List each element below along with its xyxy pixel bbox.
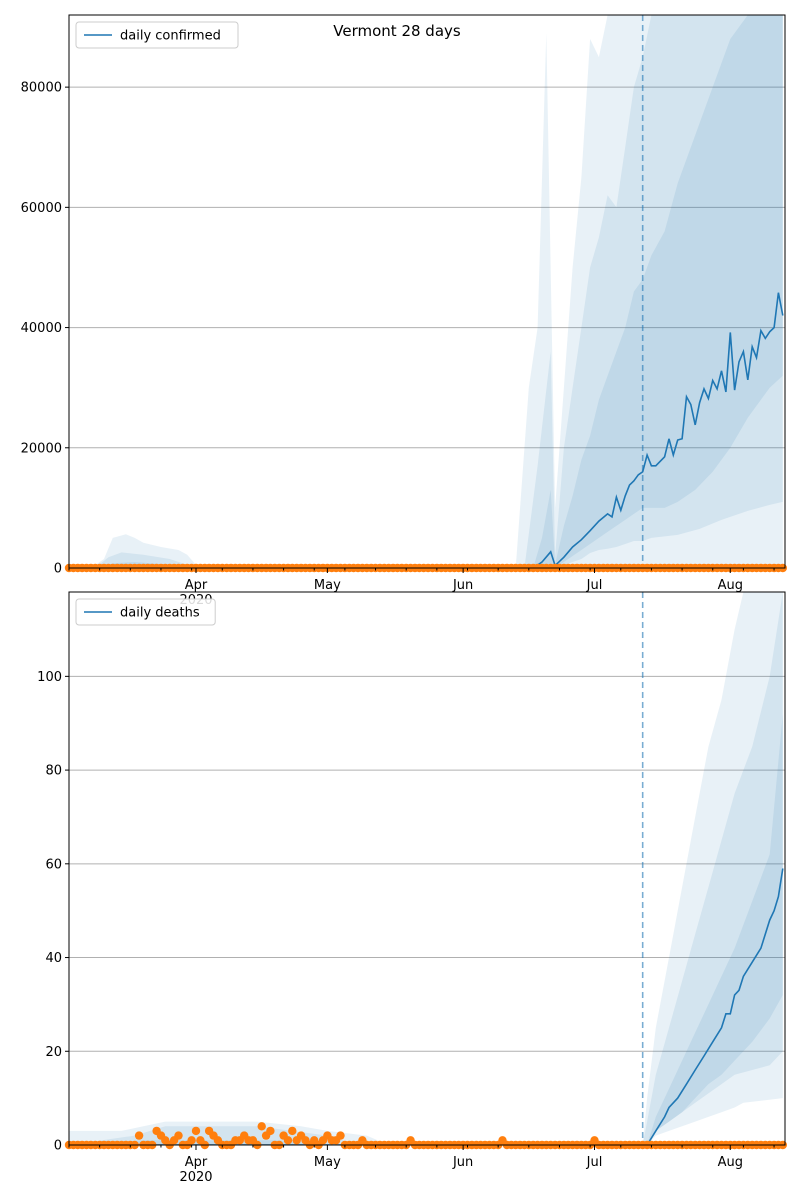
x-tick-label: Jul bbox=[586, 578, 603, 593]
axes-frame bbox=[68, 591, 786, 1146]
y-tick-label: 40000 bbox=[21, 321, 62, 336]
x-tick-label: Aug bbox=[718, 578, 743, 593]
legend-box bbox=[75, 21, 239, 49]
y-tick-label: 0 bbox=[54, 1139, 62, 1154]
y-tick-label: 0 bbox=[54, 562, 62, 577]
x-tick-label: May bbox=[314, 578, 341, 593]
plot-area bbox=[69, 592, 784, 1145]
legend: daily deaths bbox=[75, 598, 216, 626]
daily-confirmed-panel: 020000400006000080000Apr2020MayJunJulAug… bbox=[21, 14, 787, 608]
figure-title: Vermont 28 days bbox=[333, 22, 461, 40]
y-tick-label: 60 bbox=[45, 857, 62, 872]
uncertainty-band-middle bbox=[69, 15, 783, 568]
observed-point bbox=[336, 1131, 345, 1140]
legend-box bbox=[75, 598, 216, 626]
uncertainty-band-outer bbox=[69, 592, 783, 1145]
observed-point bbox=[288, 1126, 297, 1136]
uncertainty-band-middle bbox=[69, 592, 783, 1145]
x-tick-label: Apr bbox=[185, 578, 208, 593]
observed-point bbox=[187, 1136, 196, 1145]
observed-point bbox=[134, 1131, 144, 1140]
y-tick-label: 80 bbox=[45, 764, 62, 779]
y-tick-label: 60000 bbox=[21, 201, 62, 216]
observed-point bbox=[174, 1131, 183, 1140]
y-tick-label: 20 bbox=[45, 1045, 62, 1060]
x-tick-label: Jul bbox=[586, 1155, 603, 1170]
x-tick-sublabel: 2020 bbox=[179, 1170, 212, 1185]
x-tick-label: Jun bbox=[452, 578, 473, 593]
y-tick-label: 40 bbox=[45, 951, 62, 966]
uncertainty-band-inner bbox=[69, 15, 783, 568]
y-tick-label: 80000 bbox=[21, 81, 62, 96]
x-tick-label: Apr bbox=[185, 1155, 208, 1170]
legend-label: daily confirmed bbox=[120, 29, 221, 44]
axes-frame bbox=[68, 14, 786, 569]
median-line bbox=[69, 292, 784, 568]
y-tick-label: 100 bbox=[37, 670, 62, 685]
observed-point bbox=[266, 1126, 275, 1136]
uncertainty-band-outer bbox=[69, 15, 783, 568]
observed-point bbox=[191, 1126, 201, 1136]
legend-label: daily deaths bbox=[120, 606, 200, 621]
observed-point bbox=[257, 1122, 266, 1131]
x-tick-label: Jun bbox=[452, 1155, 473, 1170]
x-tick-label: Aug bbox=[718, 1155, 743, 1170]
x-tick-label: May bbox=[314, 1155, 341, 1170]
y-tick-label: 20000 bbox=[21, 441, 62, 456]
legend: daily confirmed bbox=[75, 21, 239, 49]
plot-area bbox=[69, 15, 784, 568]
median-line bbox=[69, 868, 784, 1145]
observed-point bbox=[283, 1136, 293, 1145]
